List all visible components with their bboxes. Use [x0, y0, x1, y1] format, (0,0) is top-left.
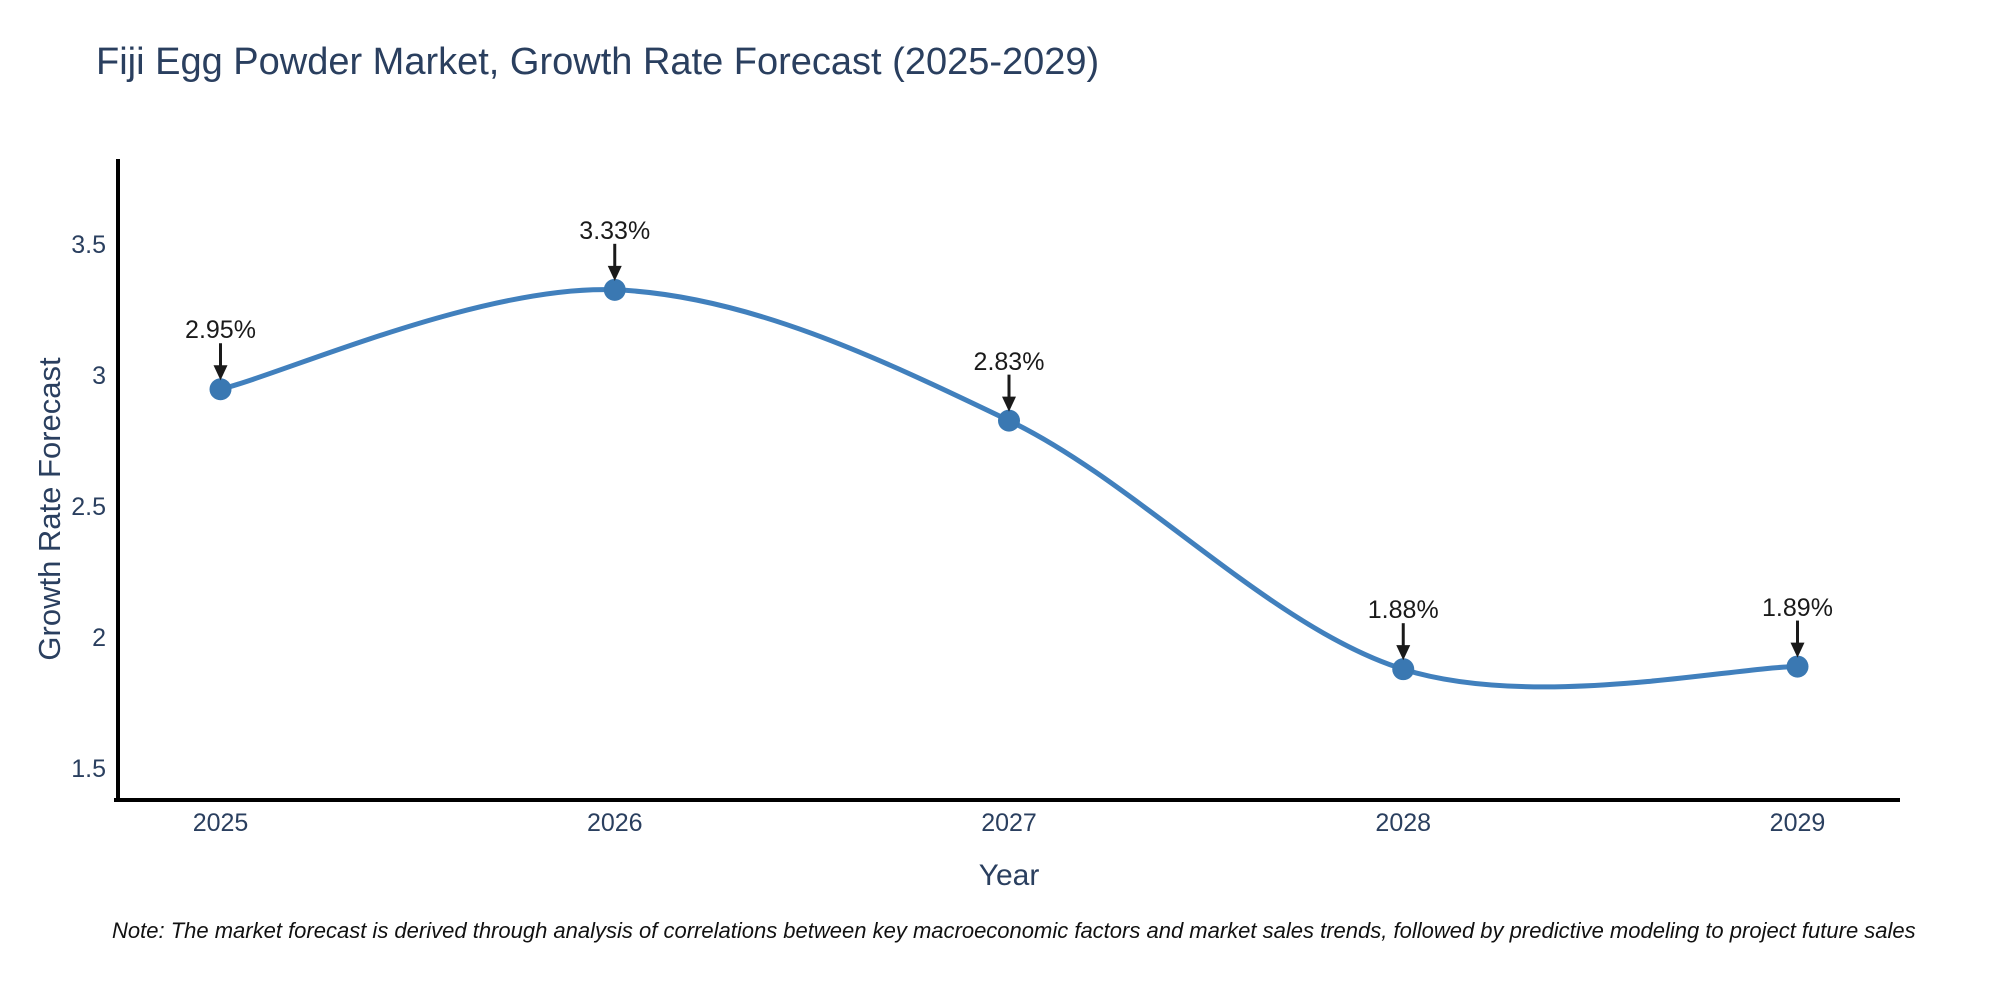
x-tick-label: 2026 — [586, 809, 643, 837]
data-point-value-label: 2.83% — [973, 347, 1045, 376]
data-point-marker — [209, 378, 232, 401]
data-point-marker — [1786, 655, 1809, 678]
y-axis-title: Growth Rate Forecast — [32, 357, 67, 661]
x-tick-label: 2028 — [1375, 809, 1432, 837]
y-tick-label: 2.5 — [71, 492, 106, 521]
x-tick-label: 2027 — [981, 809, 1037, 837]
data-point-value-label: 1.89% — [1762, 593, 1833, 622]
y-tick-label: 3.5 — [71, 231, 106, 260]
annotation-arrowhead-icon — [213, 365, 228, 381]
x-axis-title: Year — [978, 859, 1040, 892]
data-point-value-label: 2.95% — [185, 316, 256, 345]
data-point-marker — [1392, 658, 1415, 681]
y-tick-label: 3 — [92, 362, 106, 391]
data-point-value-label: 1.88% — [1367, 596, 1439, 625]
x-tick-label: 2029 — [1769, 809, 1826, 837]
data-point-value-label: 3.33% — [579, 216, 651, 245]
annotation-arrowhead-icon — [1790, 642, 1805, 658]
data-point-marker — [603, 278, 626, 301]
data-point-marker — [998, 409, 1020, 432]
footnote: Note: The market forecast is derived thr… — [112, 918, 1916, 943]
y-tick-label: 2 — [92, 623, 106, 652]
y-tick-label: 1.5 — [71, 754, 106, 783]
annotation-arrowhead-icon — [607, 265, 622, 281]
chart-title: Fiji Egg Powder Market, Growth Rate Fore… — [96, 41, 1100, 83]
annotation-arrowhead-icon — [1002, 396, 1016, 412]
x-tick-label: 2025 — [192, 809, 249, 837]
annotation-arrowhead-icon — [1396, 645, 1411, 661]
